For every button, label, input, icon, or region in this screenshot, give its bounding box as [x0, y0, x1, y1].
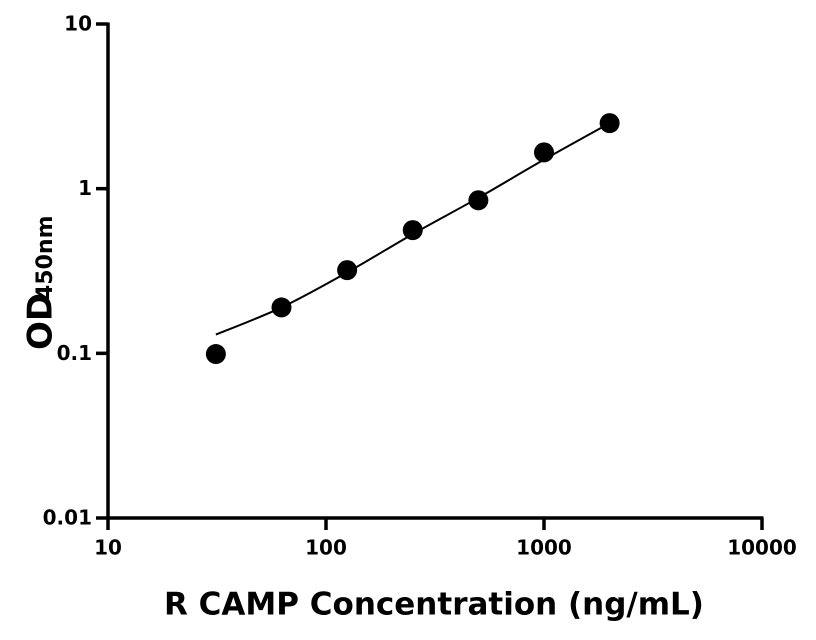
- data-point: [402, 220, 423, 241]
- data-point: [599, 113, 620, 134]
- x-axis-label: R CAMP Concentration (ng/mL): [164, 587, 704, 623]
- x-tick-label: 1000: [516, 536, 572, 560]
- x-tick-label: 10: [94, 536, 122, 560]
- y-axis-label-subscript: 450nm: [33, 215, 58, 300]
- y-tick-label: 10: [64, 12, 92, 36]
- data-point: [534, 142, 554, 163]
- data-point: [205, 344, 226, 365]
- y-axis-label-main: OD: [21, 293, 61, 350]
- x-tick-label: 100: [305, 536, 347, 560]
- y-axis-label: OD 450nm: [21, 215, 61, 350]
- y-tick-label: 0.1: [57, 341, 92, 365]
- data-point: [271, 297, 292, 318]
- data-point: [337, 260, 358, 281]
- y-tick-label: 1: [78, 176, 92, 200]
- y-tick-label: 0.01: [43, 506, 92, 530]
- x-tick-label: 10000: [727, 536, 797, 560]
- data-point: [468, 190, 489, 211]
